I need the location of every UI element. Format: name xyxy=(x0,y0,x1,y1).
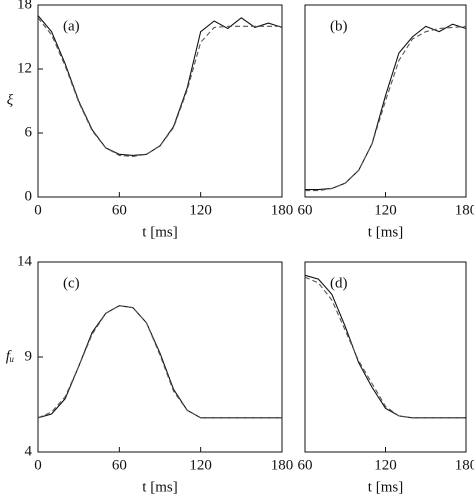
x-axis-label: t [ms] xyxy=(142,479,177,495)
x-tick-label: 180 xyxy=(455,457,474,473)
y-tick-label: 9 xyxy=(25,348,33,364)
data-line xyxy=(304,276,466,419)
data-line xyxy=(305,25,467,192)
panel-label: (b) xyxy=(330,18,348,34)
x-tick-label: 180 xyxy=(271,457,294,473)
x-tick-label: 120 xyxy=(374,202,397,218)
x-tick-label: 60 xyxy=(298,457,313,473)
x-axis-label: t [ms] xyxy=(368,479,403,495)
x-axis-label: t [ms] xyxy=(368,224,403,240)
panel-label: (a) xyxy=(63,18,80,34)
x-tick-label: 0 xyxy=(34,457,42,473)
x-tick-label: 120 xyxy=(374,457,397,473)
plot-frame xyxy=(37,4,283,198)
x-tick-label: 60 xyxy=(112,457,127,473)
x-tick-label: 120 xyxy=(189,457,212,473)
y-tick-label: 12 xyxy=(17,60,32,76)
x-tick-label: 180 xyxy=(271,202,294,218)
y-tick-label: 18 xyxy=(17,0,32,12)
x-tick-label: 120 xyxy=(189,202,212,218)
panel-label: (d) xyxy=(330,275,348,291)
y-tick-label: 14 xyxy=(17,253,33,269)
x-tick-label: 60 xyxy=(298,202,313,218)
x-tick-label: 0 xyxy=(34,202,42,218)
data-line xyxy=(37,305,282,419)
y-axis-label: ξ xyxy=(7,92,14,108)
y-tick-label: 6 xyxy=(25,124,33,140)
x-tick-label: 60 xyxy=(112,202,127,218)
panel-label: (c) xyxy=(63,275,80,291)
y-axis-label: fᵤ xyxy=(6,348,15,364)
x-tick-label: 180 xyxy=(455,202,474,218)
y-tick-label: 4 xyxy=(25,443,33,459)
data-line xyxy=(37,17,282,158)
x-axis-label: t [ms] xyxy=(142,224,177,240)
data-line xyxy=(37,305,282,419)
data-line xyxy=(305,23,467,191)
y-tick-label: 0 xyxy=(25,188,33,204)
data-line xyxy=(37,15,283,156)
